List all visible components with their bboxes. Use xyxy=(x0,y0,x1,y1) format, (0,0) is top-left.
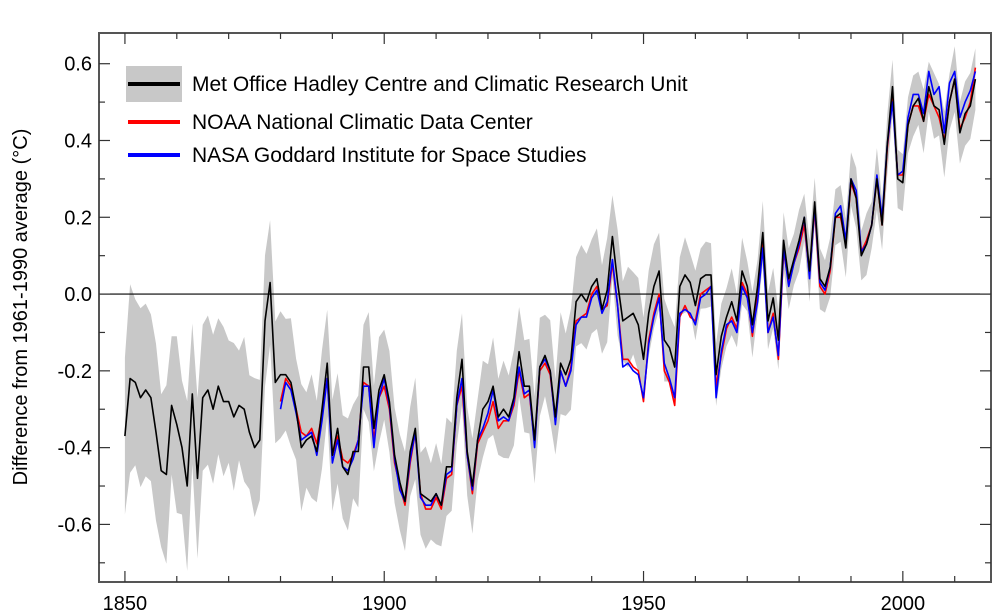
legend: Met Office Hadley Centre and Climatic Re… xyxy=(126,66,688,167)
y-tick-label: -0.4 xyxy=(58,438,92,460)
series-line-hadley xyxy=(124,78,977,507)
x-tick-labels: 1850 1900 1950 2000 xyxy=(103,593,925,613)
x-tick-label: 1850 xyxy=(103,593,148,613)
series-layer xyxy=(124,67,977,510)
legend-label: NOAA National Climatic Data Center xyxy=(192,111,533,134)
axis-ticks xyxy=(99,33,991,582)
legend-item-noaa: NOAA National Climatic Data Center xyxy=(128,111,533,134)
x-tick-label: 2000 xyxy=(881,593,926,613)
y-tick-label: 0.6 xyxy=(64,54,92,76)
legend-label: NASA Goddard Institute for Space Studies xyxy=(192,144,587,167)
legend-item-hadley: Met Office Hadley Centre and Climatic Re… xyxy=(126,66,688,102)
y-tick-label: -0.6 xyxy=(58,514,92,536)
y-tick-label: -0.2 xyxy=(58,361,92,383)
legend-item-nasa: NASA Goddard Institute for Space Studies xyxy=(128,144,587,167)
y-tick-labels: -0.6 -0.4 -0.2 0.0 0.2 0.4 0.6 xyxy=(58,54,92,537)
y-tick-label: 0.2 xyxy=(64,207,92,229)
legend-label: Met Office Hadley Centre and Climatic Re… xyxy=(192,73,688,96)
x-tick-label: 1950 xyxy=(621,593,666,613)
x-tick-label: 1900 xyxy=(362,593,407,613)
y-axis-label: Difference from 1961-1990 average (°C) xyxy=(10,129,32,486)
plot-frame xyxy=(98,32,992,583)
y-tick-label: 0.0 xyxy=(64,284,92,306)
y-tick-label: 0.4 xyxy=(64,130,92,152)
